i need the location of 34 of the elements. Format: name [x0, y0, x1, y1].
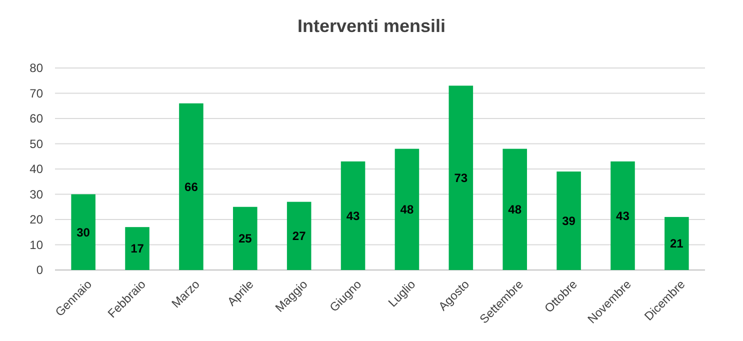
y-tick-label: 0: [36, 263, 44, 278]
y-tick-label: 20: [30, 212, 44, 227]
bar: [340, 161, 366, 270]
data-label: 43: [616, 208, 630, 223]
data-label: 30: [76, 225, 90, 240]
y-tick-label: 60: [30, 112, 44, 126]
data-label: 43: [346, 208, 360, 223]
data-label: 25: [238, 232, 252, 246]
y-tick-label: 50: [30, 136, 44, 151]
y-tick-label: 70: [30, 86, 44, 100]
y-tick-label: 10: [30, 238, 44, 252]
data-label: 39: [562, 214, 576, 228]
data-label: 48: [508, 202, 522, 217]
data-label: 66: [184, 180, 198, 194]
data-label: 73: [454, 171, 468, 186]
bar: [286, 202, 312, 270]
bar: [610, 161, 635, 270]
y-tick-label: 40: [30, 162, 44, 176]
bar: [664, 216, 689, 270]
bar: [502, 148, 527, 270]
bar: [125, 227, 150, 270]
data-label: 17: [130, 242, 144, 256]
bar: [394, 148, 420, 270]
y-tick-label: 80: [30, 61, 44, 76]
bar: [71, 194, 96, 270]
data-label: 48: [400, 202, 414, 217]
data-label: 27: [292, 229, 306, 244]
y-tick-label: 30: [30, 187, 44, 202]
bar: [179, 103, 204, 270]
data-label: 21: [670, 236, 684, 251]
bar: [556, 172, 581, 270]
bar: [448, 86, 474, 270]
bar: [233, 206, 258, 270]
chart-title: Interventi mensili: [297, 16, 446, 36]
